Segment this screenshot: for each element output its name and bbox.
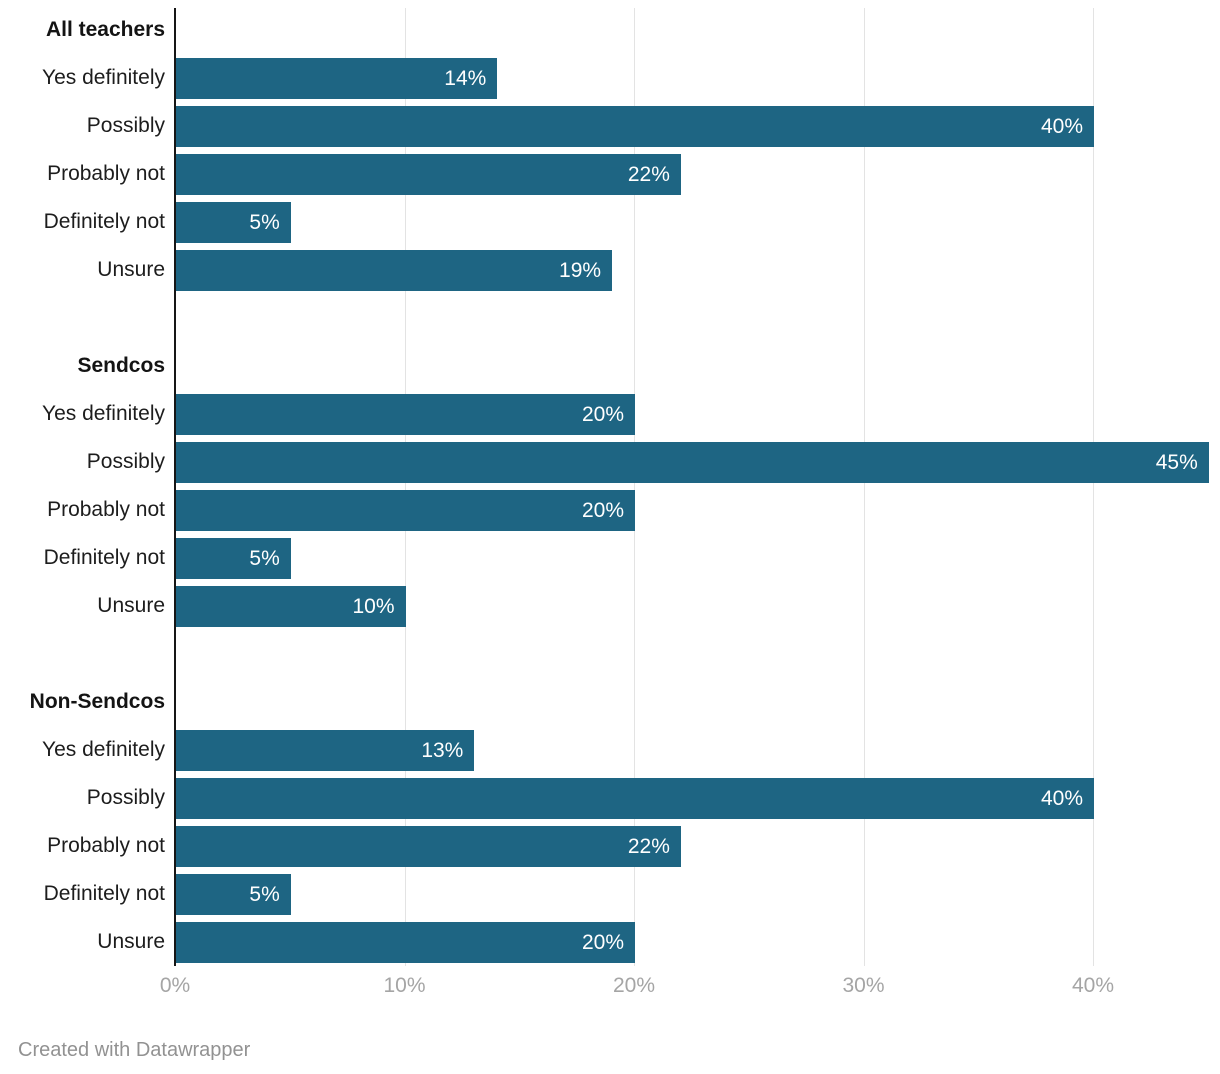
bar-value-label: 40% bbox=[1040, 114, 1083, 138]
bar-value-label: 45% bbox=[1155, 450, 1198, 474]
bar: 40% bbox=[176, 105, 1094, 147]
bar: 45% bbox=[176, 441, 1209, 483]
category-label: Definitely not bbox=[43, 546, 165, 569]
bar: 40% bbox=[176, 777, 1094, 819]
bar-value-label: 5% bbox=[249, 882, 280, 906]
gridline bbox=[634, 8, 635, 966]
bar: 20% bbox=[176, 921, 635, 963]
bar-value-label: 20% bbox=[581, 930, 624, 954]
bar-value-label: 19% bbox=[559, 258, 602, 282]
gridline bbox=[404, 8, 406, 966]
bar-value-label: 40% bbox=[1040, 786, 1083, 810]
category-label: Possibly bbox=[86, 786, 165, 809]
category-label: Definitely not bbox=[43, 882, 165, 905]
x-axis-tick-label: 0% bbox=[159, 974, 191, 997]
bar-value-label: 5% bbox=[249, 546, 280, 570]
category-label: Unsure bbox=[97, 594, 165, 617]
bar-value-label: 20% bbox=[581, 498, 624, 522]
bar: 5% bbox=[176, 873, 291, 915]
group-label: All teachers bbox=[45, 18, 165, 41]
bar: 20% bbox=[176, 393, 635, 435]
bar-value-label: 22% bbox=[627, 162, 670, 186]
category-label: Possibly bbox=[86, 114, 165, 137]
bar: 22% bbox=[176, 153, 681, 195]
category-label: Yes definitely bbox=[42, 738, 165, 761]
category-label: Definitely not bbox=[43, 210, 165, 233]
gridline bbox=[863, 8, 865, 966]
bar-value-label: 10% bbox=[352, 594, 395, 618]
bar: 5% bbox=[176, 537, 291, 579]
gridline bbox=[1093, 8, 1094, 966]
category-label: Yes definitely bbox=[42, 402, 165, 425]
x-axis-tick-label: 30% bbox=[842, 974, 885, 997]
category-label: Probably not bbox=[47, 834, 165, 857]
bar-value-label: 14% bbox=[444, 66, 487, 90]
category-label: Possibly bbox=[86, 450, 165, 473]
bar: 20% bbox=[176, 489, 635, 531]
category-label: Yes definitely bbox=[42, 66, 165, 89]
bar: 19% bbox=[176, 249, 613, 291]
bar: 14% bbox=[176, 57, 498, 99]
category-label: Unsure bbox=[97, 258, 165, 281]
bar: 13% bbox=[176, 729, 475, 771]
bar-value-label: 20% bbox=[581, 402, 624, 426]
x-axis-tick-label: 10% bbox=[383, 974, 426, 997]
bar-value-label: 5% bbox=[249, 210, 280, 234]
bar-value-label: 22% bbox=[627, 834, 670, 858]
x-axis-tick-label: 40% bbox=[1071, 974, 1115, 997]
x-axis-tick-label: 20% bbox=[612, 974, 656, 997]
category-label: Unsure bbox=[97, 930, 165, 953]
bar: 5% bbox=[176, 201, 291, 243]
group-label: Non-Sendcos bbox=[29, 690, 165, 713]
category-label: Probably not bbox=[47, 498, 165, 521]
category-label: Probably not bbox=[47, 162, 165, 185]
group-label: Sendcos bbox=[77, 354, 165, 377]
bar-value-label: 13% bbox=[421, 738, 464, 762]
axis-baseline bbox=[174, 8, 176, 966]
datawrapper-credit: Created with Datawrapper bbox=[18, 1039, 251, 1061]
bar: 10% bbox=[176, 585, 406, 627]
bar: 22% bbox=[176, 825, 681, 867]
